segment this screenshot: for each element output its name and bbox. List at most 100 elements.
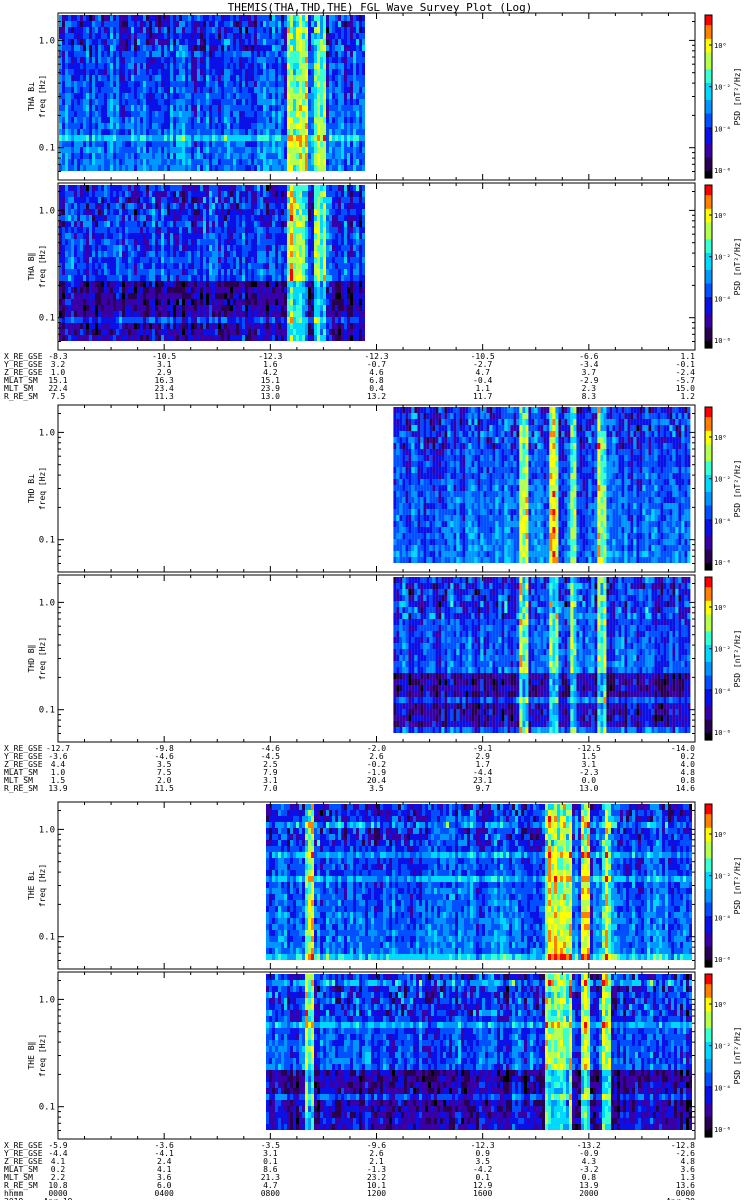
spectrogram-cell	[308, 27, 311, 33]
spectrogram-cell	[287, 221, 290, 227]
spectrogram-cell	[101, 263, 104, 269]
spectrogram-cell	[173, 263, 176, 269]
spectrogram-cell	[74, 329, 77, 335]
spectrogram-cell	[281, 135, 284, 141]
spectrogram-cell	[131, 93, 134, 99]
spectrogram-cell	[131, 57, 134, 63]
spectrogram-cell	[155, 191, 158, 197]
spectrogram-cell	[137, 117, 140, 123]
spectrogram-cell	[332, 99, 335, 105]
spectrogram-cell	[173, 269, 176, 275]
spectrogram-cell	[113, 99, 116, 105]
spectrogram-cell	[173, 251, 176, 257]
spectrogram-cell	[71, 287, 74, 293]
spectrogram-cell	[209, 221, 212, 227]
spectrogram-cell	[245, 141, 248, 147]
spectrogram-cell	[266, 191, 269, 197]
spectrogram-cell	[110, 81, 113, 87]
spectrogram-cell	[128, 135, 131, 141]
spectrogram-cell	[320, 129, 323, 135]
spectrogram-cell	[155, 305, 158, 311]
spectrogram-cell	[278, 257, 281, 263]
spectrogram-cell	[197, 317, 200, 323]
spectrogram-cell	[146, 323, 149, 329]
spectrogram-cell	[134, 245, 137, 251]
spectrogram-cell	[284, 159, 287, 165]
spectrogram-cell	[65, 251, 68, 257]
spectrogram-cell	[302, 275, 305, 281]
spectrogram-cell	[95, 39, 98, 45]
spectrogram-cell	[140, 209, 143, 215]
spectrogram-cell	[296, 305, 299, 311]
spectrogram-cell	[269, 215, 272, 221]
spectrogram-cell	[221, 27, 224, 33]
spectrogram-cell	[137, 159, 140, 165]
spectrogram-cell	[194, 147, 197, 153]
spectrogram-cell	[299, 111, 302, 117]
spectrogram-cell	[344, 27, 347, 33]
spectrogram-cell	[254, 105, 257, 111]
spectrogram-cell	[230, 269, 233, 275]
spectrogram-cell	[287, 329, 290, 335]
spectrogram-cell	[59, 215, 62, 221]
spectrogram-cell	[206, 27, 209, 33]
spectrogram-cell	[350, 81, 353, 87]
spectrogram-cell	[236, 33, 239, 39]
spectrogram-cell	[251, 27, 254, 33]
spectrogram-cell	[272, 93, 275, 99]
spectrogram-cell	[284, 81, 287, 87]
spectrogram-cell	[254, 57, 257, 63]
spectrogram-cell	[89, 305, 92, 311]
spectrogram-cell	[263, 123, 266, 129]
spectrogram-cell	[86, 57, 89, 63]
spectrogram-cell	[179, 69, 182, 75]
spectrogram-cell	[101, 281, 104, 287]
spectrogram-cell	[182, 335, 185, 341]
spectrogram-cell	[173, 147, 176, 153]
spectrogram-cell	[101, 135, 104, 141]
spectrogram-cell	[224, 93, 227, 99]
spectrogram-cell	[62, 335, 65, 341]
spectrogram-cell	[281, 33, 284, 39]
spectrogram-cell	[317, 75, 320, 81]
spectrogram-cell	[152, 227, 155, 233]
spectrogram-cell	[350, 141, 353, 147]
spectrogram-cell	[326, 117, 329, 123]
colorbar-tick-label: 10⁻⁴	[714, 125, 731, 133]
spectrogram-cell	[107, 251, 110, 257]
spectrogram-cell	[137, 251, 140, 257]
spectrogram-cell	[191, 141, 194, 147]
spectrogram-cell	[299, 191, 302, 197]
spectrogram-cell	[320, 69, 323, 75]
spectrogram-cell	[293, 81, 296, 87]
spectrogram-cell	[98, 93, 101, 99]
spectrogram-cell	[62, 153, 65, 159]
spectrogram-cell	[290, 269, 293, 275]
spectrogram-cell	[179, 57, 182, 63]
spectrogram-cell	[134, 105, 137, 111]
spectrogram-cell	[203, 117, 206, 123]
spectrogram-cell	[242, 197, 245, 203]
spectrogram-cell	[350, 69, 353, 75]
spectrogram-cell	[86, 63, 89, 69]
spectrogram-cell	[308, 93, 311, 99]
spectrogram-cell	[215, 203, 218, 209]
colorbar-segment	[705, 42, 712, 47]
spectrogram-cell	[194, 69, 197, 75]
spectrogram-cell	[257, 135, 260, 141]
spectrogram-cell	[197, 135, 200, 141]
spectrogram-cell	[182, 93, 185, 99]
spectrogram-cell	[341, 75, 344, 81]
spectrogram-cell	[293, 209, 296, 215]
spectrogram-cell	[233, 293, 236, 299]
spectrogram-cell	[104, 215, 107, 221]
spectrogram-cell	[140, 63, 143, 69]
spectrogram-cell	[251, 105, 254, 111]
spectrogram-cell	[140, 239, 143, 245]
spectrogram-cell	[347, 105, 350, 111]
spectrogram-cell	[191, 257, 194, 263]
spectrogram-cell	[311, 39, 314, 45]
spectrogram-cell	[62, 63, 65, 69]
spectrogram-cell	[218, 93, 221, 99]
spectrogram-cell	[212, 33, 215, 39]
